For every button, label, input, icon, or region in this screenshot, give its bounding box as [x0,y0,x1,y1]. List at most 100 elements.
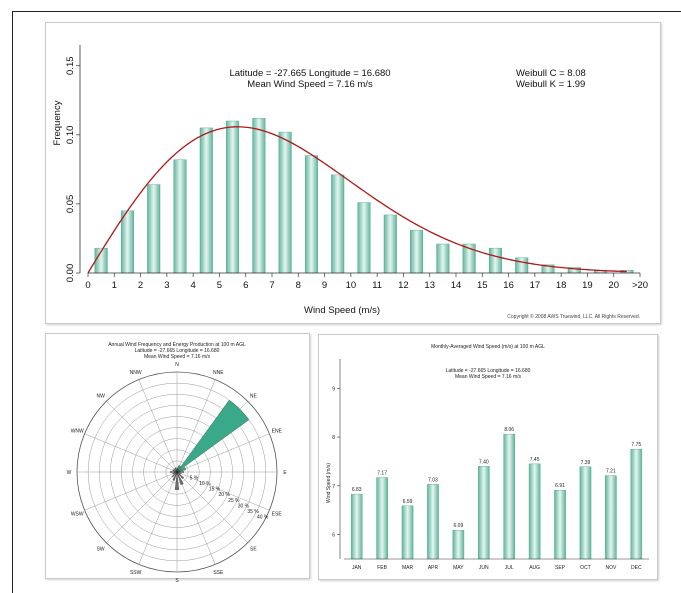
wind-rose-energy-wedge [176,467,186,473]
wind-rose-spoke [176,471,270,511]
monthly-bar-value-label: 7.17 [377,471,387,477]
wind-rose-location-text: Latitude = -27.665 Longitude = 16.680 [135,348,220,354]
monthly-bar-value-label: 7.39 [581,460,591,466]
wind-frequency-histogram: 0 1 2 3 4 5 6 7 8 9 10 11 12 13 14 15 16 17 18 19 20 >200.000… [52,45,648,320]
histogram-y-tick-label: 0.05 [65,195,76,214]
wind-rose-mean-speed-text: Mean Wind Speed = 7.16 m/s [144,354,211,360]
histogram-bar [278,131,292,274]
histogram-x-tick-label: 19 [582,280,593,291]
wind-rose-chart: Annual Wind Frequency and Energy Product… [67,342,288,584]
histogram-location-text: Latitude = -27.665 Longitude = 16.680 [229,68,390,79]
monthly-bar-value-label: 6.59 [403,499,413,505]
histogram-x-tick-label: 12 [398,280,409,291]
histogram-x-tick-label: >20 [632,280,648,291]
wind-rose-ring-label: 30 % [238,503,250,509]
monthly-bar [477,466,490,560]
histogram-x-tick-label: 11 [372,280,382,291]
wind-rose-ring-label: 15 % [209,487,221,493]
histogram-y-axis-label: Frequency [52,100,63,145]
monthly-x-tick-label: DEC [631,565,642,571]
wind-rose-direction-label: W [67,470,72,476]
monthly-y-tick-label: 6 [332,533,335,539]
wind-rose-frequency-wedge [176,471,184,473]
histogram-x-tick-label: 17 [530,280,541,291]
monthly-bar-value-label: 7.75 [631,442,641,448]
wind-rose-spoke [138,471,178,565]
weibull-k-text: Weibull K = 1.99 [516,79,585,90]
monthly-wind-speed-chart: Monthly-Averaged Wind Speed (m/s) at 100… [326,344,649,571]
histogram-bar [199,127,213,274]
histogram-x-tick-label: 14 [451,280,462,291]
wind-rose-direction-label: N [175,362,179,368]
monthly-bar [452,530,465,560]
wind-rose-ring-label: 35 % [247,509,259,515]
histogram-y-tick-label: 0.15 [65,56,76,75]
wind-rose-energy-wedge [176,399,250,473]
monthly-x-tick-label: APR [428,565,439,571]
wind-rose-spoke [176,471,248,543]
histogram-bar [515,257,529,274]
monthly-bar-value-label: 7.21 [606,469,616,475]
histogram-x-tick-label: 5 [217,280,222,291]
histogram-bar [436,243,450,274]
wind-rose-energy-wedge [176,471,180,473]
wind-rose-ring-label: 20 % [218,492,230,498]
wind-rose-spoke [84,471,178,511]
wind-rose-energy-wedge [176,469,178,473]
wind-rose-frequency-wedge [170,471,178,473]
monthly-bar-value-label: 7.45 [530,457,540,463]
monthly-bar-value-label: 6.83 [352,487,362,493]
wind-rose-direction-label: ESE [272,511,283,517]
histogram-copyright: Copyright © 2008 AWS Truewind, LLC. All … [507,313,640,320]
wind-rose-energy-wedge [176,470,178,473]
weibull-fit-line [87,126,627,274]
histogram-y-tick-label: 0.00 [65,264,76,283]
histogram-x-tick-label: 8 [296,280,301,291]
wind-rose-frequency-wedge [171,471,178,478]
histogram-bar [331,174,345,274]
monthly-bar [427,484,439,560]
monthly-x-tick-label: OCT [580,565,591,571]
monthly-bar [630,449,643,560]
monthly-x-tick-label: JUL [505,565,514,571]
histogram-bar [383,214,397,274]
wind-rose-spoke [106,471,178,543]
histogram-x-tick-label: 15 [477,280,488,291]
monthly-y-tick-label: 8 [332,435,335,441]
histogram-x-tick-label: 10 [346,280,357,291]
monthly-y-tick-label: 9 [332,386,335,392]
monthly-wind-speed-panel: Monthly-Averaged Wind Speed (m/s) at 100… [318,334,658,580]
monthly-x-tick-label: FEB [377,565,387,571]
wind-rose-direction-label: S [175,578,179,584]
monthly-chart-title: Monthly-Averaged Wind Speed (m/s) at 100… [431,344,545,350]
wind-rose-direction-label: NE [250,394,258,400]
monthly-bar-value-label: 6.09 [454,523,464,529]
histogram-x-tick-label: 4 [190,280,195,291]
wind-rose-frequency-wedge [176,471,185,480]
wind-rose-ring-label: 40 % [257,514,269,520]
histogram-y-tick-label: 0.10 [65,126,76,144]
histogram-bar [226,120,240,274]
frame-top-border [12,11,681,12]
monthly-bar-value-label: 6.91 [555,483,565,489]
monthly-x-tick-label: NOV [605,565,617,571]
monthly-bar-value-label: 8.06 [504,427,514,433]
histogram-x-tick-label: 16 [503,280,514,291]
histogram-x-tick-label: 7 [269,280,274,291]
wind-rose-frequency-wedge [174,471,180,490]
histogram-bar [304,155,318,274]
histogram-bar [147,184,161,274]
histogram-x-tick-label: 1 [112,280,117,291]
histogram-bar [252,118,266,274]
wind-frequency-histogram-panel: 0 1 2 3 4 5 6 7 8 9 10 11 12 13 14 15 16 17 18 19 20 >20 0.00 0… [45,22,661,324]
monthly-x-tick-label: AUG [529,565,540,571]
monthly-x-tick-label: MAY [453,565,464,571]
monthly-bar [554,490,566,560]
monthly-mean-speed-text: Mean Wind Speed = 7.16 m/s [455,374,522,380]
histogram-x-tick-label: 13 [424,280,435,291]
wind-rose-spoke [84,433,178,473]
histogram-x-tick-label: 0 [85,280,90,291]
histogram-x-tick-label: 18 [556,280,567,291]
wind-rose-direction-label: SW [97,546,105,552]
monthly-bar [528,463,541,560]
